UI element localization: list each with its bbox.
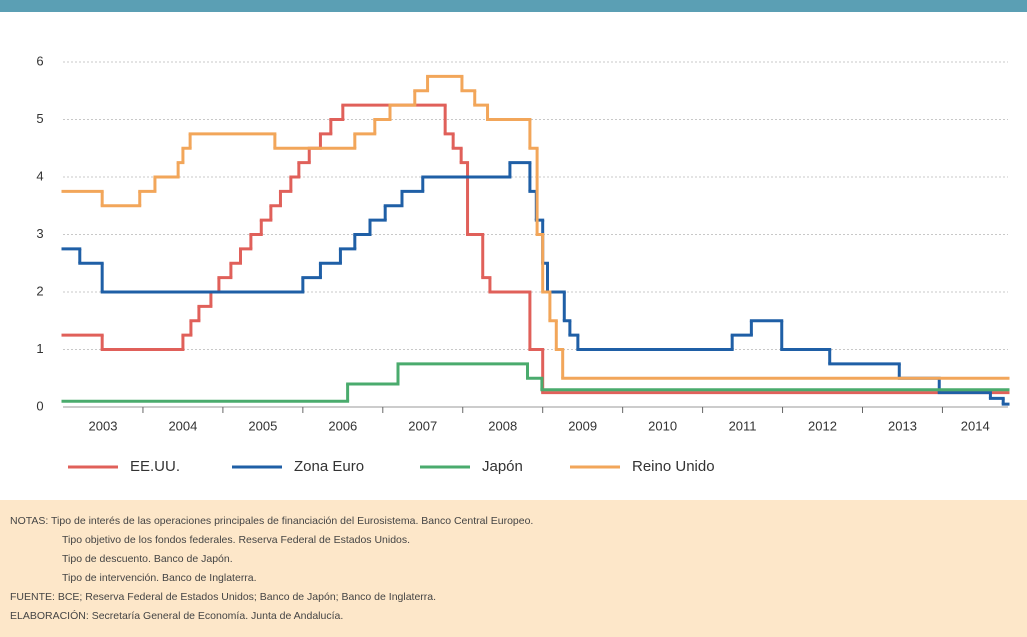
x-tick-label: 2012 (808, 418, 837, 433)
y-tick-label: 4 (36, 168, 43, 183)
legend-label: EE.UU. (130, 458, 180, 475)
x-tick-label: 2010 (648, 418, 677, 433)
legend-label: Japón (482, 458, 523, 475)
y-tick-label: 5 (36, 111, 43, 126)
note: NOTAS: Tipo de interés de las operacione… (10, 515, 533, 527)
x-tick-label: 2006 (328, 418, 357, 433)
note: Tipo de intervención. Banco de Inglaterr… (62, 572, 257, 584)
y-tick-label: 3 (36, 226, 43, 241)
x-tick-label: 2004 (168, 418, 197, 433)
y-tick-label: 0 (36, 398, 43, 413)
y-tick-label: 2 (36, 283, 43, 298)
x-tick-label: 2011 (729, 418, 757, 433)
legend-label: Reino Unido (632, 458, 715, 475)
x-tick-label: 2013 (888, 418, 917, 433)
top-bar (0, 0, 1027, 12)
y-tick-label: 6 (36, 53, 43, 68)
note: Tipo de descuento. Banco de Japón. (62, 553, 233, 565)
note: Tipo objetivo de los fondos federales. R… (62, 534, 410, 546)
x-tick-label: 2005 (248, 418, 277, 433)
notes-panel (0, 500, 1027, 637)
legend-label: Zona Euro (294, 458, 364, 475)
note: FUENTE: BCE; Reserva Federal de Estados … (10, 591, 436, 603)
x-tick-label: 2007 (408, 418, 437, 433)
note: ELABORACIÓN: Secretaría General de Econo… (10, 609, 343, 622)
x-tick-label: 2009 (568, 418, 597, 433)
x-tick-label: 2014 (961, 418, 990, 433)
x-tick-label: 2008 (488, 418, 517, 433)
y-tick-label: 1 (36, 341, 43, 356)
x-tick-label: 2003 (89, 418, 118, 433)
